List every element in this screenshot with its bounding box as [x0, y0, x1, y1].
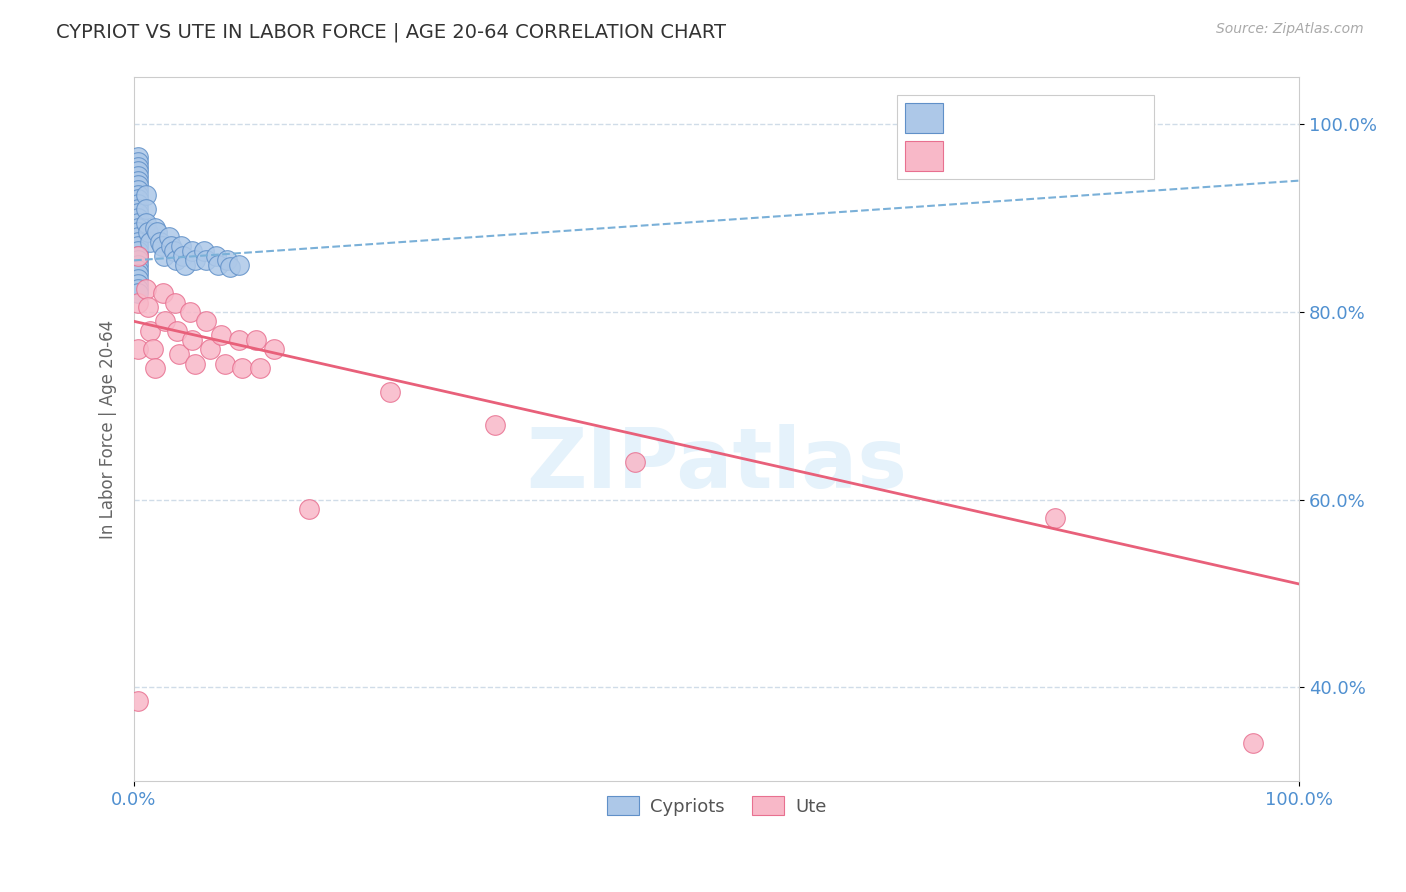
Point [135, 187, 157, 202]
Point [263, 343, 285, 357]
Point [127, 178, 149, 193]
Point [127, 230, 149, 244]
Point [143, 361, 166, 376]
Point [127, 202, 149, 216]
Point [135, 216, 157, 230]
Point [153, 249, 176, 263]
Point [166, 324, 188, 338]
Point [195, 314, 218, 328]
Point [127, 277, 149, 291]
Point [135, 202, 157, 216]
Legend: Cypriots, Ute: Cypriots, Ute [598, 788, 835, 825]
Point [127, 150, 149, 164]
Point [127, 193, 149, 207]
Point [160, 239, 183, 253]
Point [127, 694, 149, 708]
Point [127, 187, 149, 202]
Point [127, 173, 149, 187]
Point [150, 239, 173, 253]
Point [228, 258, 250, 272]
Point [127, 262, 149, 277]
Point [142, 343, 165, 357]
Point [209, 328, 232, 343]
Point [127, 253, 149, 268]
Point [228, 333, 250, 347]
Point [127, 295, 149, 310]
Point [195, 253, 218, 268]
Point [155, 314, 177, 328]
Point [231, 361, 253, 376]
Point [146, 225, 169, 239]
Point [204, 249, 226, 263]
Point [1043, 511, 1066, 525]
Point [169, 239, 191, 253]
Point [198, 343, 221, 357]
Point [127, 206, 149, 220]
Point [249, 361, 271, 376]
Point [183, 357, 205, 371]
Point [165, 253, 187, 268]
Point [143, 220, 166, 235]
Point [624, 455, 647, 469]
Point [127, 268, 149, 282]
Y-axis label: In Labor Force | Age 20-64: In Labor Force | Age 20-64 [100, 319, 117, 539]
Point [127, 244, 149, 258]
Point [127, 154, 149, 169]
Point [152, 286, 174, 301]
Text: CYPRIOT VS UTE IN LABOR FORCE | AGE 20-64 CORRELATION CHART: CYPRIOT VS UTE IN LABOR FORCE | AGE 20-6… [56, 22, 727, 42]
Text: Source: ZipAtlas.com: Source: ZipAtlas.com [1216, 22, 1364, 37]
Point [193, 244, 215, 258]
Point [149, 235, 172, 249]
Point [127, 220, 149, 235]
Point [214, 357, 236, 371]
Point [127, 249, 149, 263]
Point [169, 347, 191, 361]
Point [380, 384, 402, 399]
Point [127, 249, 149, 263]
Point [217, 253, 239, 268]
Point [207, 258, 229, 272]
Point [127, 272, 149, 286]
Point [127, 281, 149, 295]
Point [127, 164, 149, 178]
Point [183, 253, 205, 268]
Point [136, 300, 159, 314]
Point [127, 160, 149, 174]
Point [127, 216, 149, 230]
Point [245, 333, 267, 347]
Point [172, 249, 194, 263]
Point [127, 197, 149, 211]
Point [181, 333, 204, 347]
Point [127, 183, 149, 197]
Point [127, 239, 149, 253]
Point [163, 244, 186, 258]
Point [179, 305, 201, 319]
Point [163, 295, 186, 310]
Point [218, 260, 240, 274]
Point [1241, 736, 1264, 750]
Point [139, 324, 162, 338]
Point [139, 235, 162, 249]
Point [136, 225, 159, 239]
Point [181, 244, 204, 258]
Point [484, 417, 506, 432]
Point [298, 502, 321, 516]
Point [157, 230, 180, 244]
Point [135, 281, 157, 295]
Point [127, 211, 149, 226]
Point [127, 343, 149, 357]
Text: ZIPatlas: ZIPatlas [526, 424, 907, 505]
Point [127, 258, 149, 272]
Point [127, 225, 149, 239]
Point [174, 258, 197, 272]
Point [127, 286, 149, 301]
Point [127, 169, 149, 183]
Point [127, 235, 149, 249]
